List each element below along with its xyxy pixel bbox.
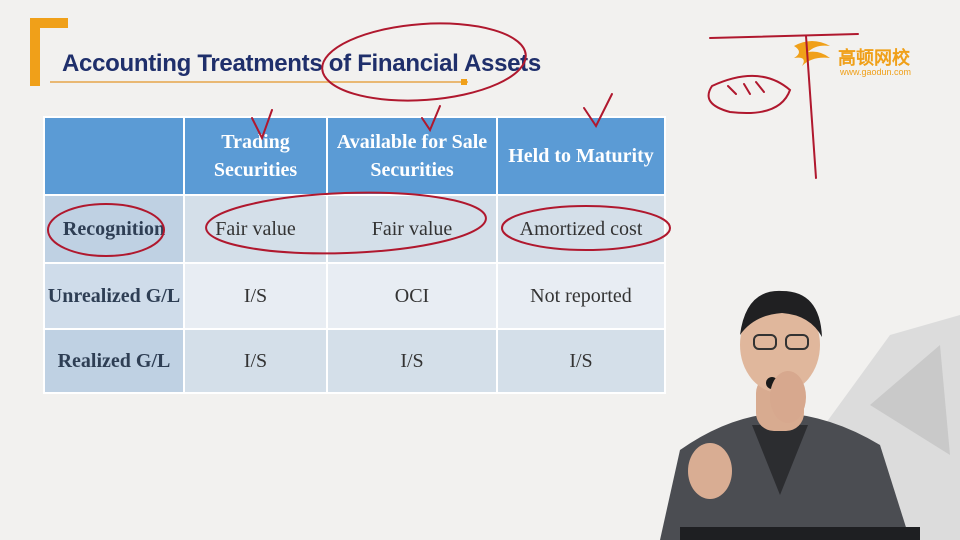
logo-url: www.gaodun.com	[840, 67, 912, 77]
title-bracket	[30, 18, 40, 86]
table-cell: I/S	[496, 328, 666, 394]
header-trading-securities: Trading Securities	[183, 116, 328, 196]
row-label-recognition: Recognition	[43, 194, 185, 264]
sketch-oval-annotation	[707, 75, 792, 114]
sketch-marks-annotation	[727, 81, 765, 95]
header-cell-empty	[43, 116, 185, 196]
header-htm-label: Held to Maturity	[508, 145, 654, 167]
title-bracket-top	[30, 18, 68, 28]
table-cell: I/S	[183, 328, 328, 394]
table-cell: Fair value	[326, 194, 498, 264]
table-cell: I/S	[183, 262, 328, 330]
title-underline	[50, 81, 468, 83]
table-row: Unrealized G/L I/S OCI Not reported	[43, 262, 666, 330]
table-cell: I/S	[326, 328, 498, 394]
slide-title: Accounting Treatments of Financial Asset…	[62, 50, 541, 77]
logo-name: 高顿网校	[838, 48, 910, 69]
table-row: Realized G/L I/S I/S I/S	[43, 328, 666, 394]
table-cell: Fair value	[183, 194, 328, 264]
treatment-table: Trading Securities Available for Sale Se…	[43, 116, 666, 394]
row-label-unrealized: Unrealized G/L	[43, 262, 185, 330]
presenter-video	[660, 290, 960, 540]
table-header-row: Trading Securities Available for Sale Se…	[43, 116, 666, 196]
row-label-realized: Realized G/L	[43, 328, 185, 394]
table-cell: Not reported	[496, 262, 666, 330]
header-trading-label: Trading Securities	[213, 131, 298, 181]
header-available-for-sale: Available for Sale Securities	[326, 116, 498, 196]
header-afs-label: Available for Sale Securities	[336, 131, 488, 181]
table-cell: Amortized cost	[496, 194, 666, 264]
table-row: Recognition Fair value Fair value Amorti…	[43, 194, 666, 264]
title-underline-dot	[461, 79, 467, 85]
header-held-to-maturity: Held to Maturity	[496, 116, 666, 196]
table-cell: OCI	[326, 262, 498, 330]
